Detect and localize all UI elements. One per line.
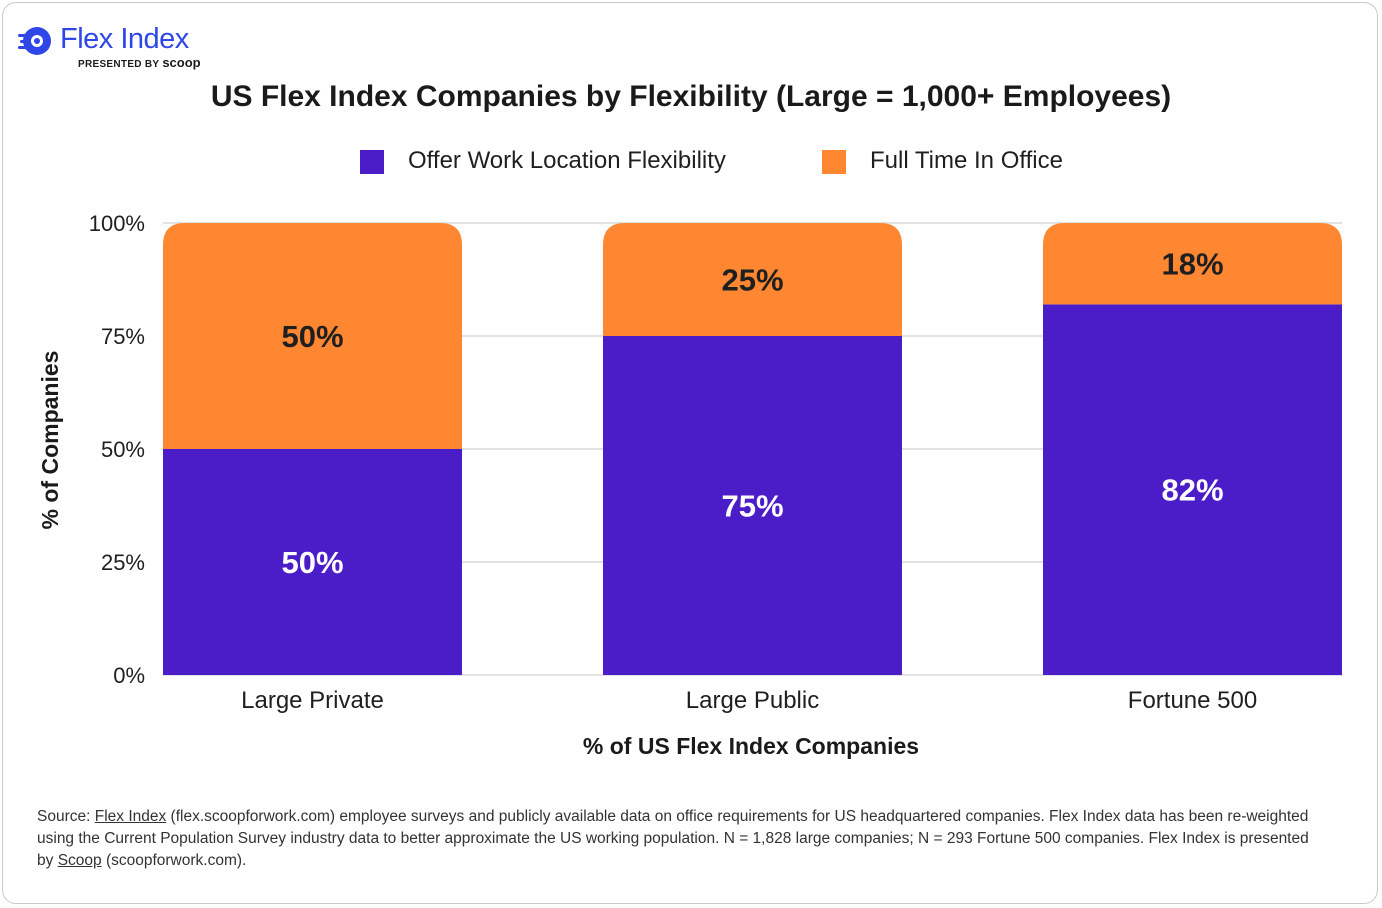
bar-segment (603, 223, 902, 336)
x-tick-label: Large Private (241, 687, 384, 714)
partner-name: scoop (162, 55, 201, 70)
legend-label-in-office: Full Time In Office (870, 147, 1063, 174)
data-label: 75% (721, 489, 783, 524)
source-note: Source: Flex Index (flex.scoopforwork.co… (37, 808, 1309, 869)
bar-segment (163, 223, 462, 449)
chart-title: US Flex Index Companies by Flexibility (… (210, 80, 1172, 113)
x-tick-label: Large Public (686, 687, 819, 714)
flex-index-logo-icon (18, 27, 51, 55)
legend-swatch-flexibility (360, 150, 384, 174)
data-label: 18% (1161, 247, 1223, 282)
y-tick-label: 50% (101, 437, 145, 462)
legend: Offer Work Location Flexibility Full Tim… (0, 146, 1382, 178)
brand-presented-by: PRESENTED BY scoop (78, 55, 201, 70)
bar-segment (1043, 304, 1342, 675)
bar-segment (1043, 223, 1342, 305)
legend-swatch-in-office (822, 150, 846, 174)
bar-segment (163, 449, 462, 675)
y-tick-label: 100% (89, 211, 145, 236)
data-label: 25% (721, 263, 783, 298)
brand-name: Flex Index (60, 23, 189, 55)
data-label: 50% (281, 545, 343, 580)
y-tick-label: 0% (113, 663, 145, 688)
x-axis-title: % of US Flex Index Companies (583, 733, 919, 759)
flex-index-link[interactable]: Flex Index (94, 808, 167, 825)
y-tick-label: 25% (101, 550, 145, 575)
y-axis-title: % of Companies (37, 351, 63, 530)
scoop-link[interactable]: Scoop (57, 852, 102, 869)
bar-segment (603, 336, 902, 675)
y-tick-label: 75% (101, 324, 145, 349)
data-label: 82% (1161, 473, 1223, 508)
legend-label-flexibility: Offer Work Location Flexibility (408, 147, 726, 174)
x-tick-label: Fortune 500 (1128, 687, 1257, 714)
flex-index-logo[interactable]: Flex Index PRESENTED BY scoop (18, 22, 218, 70)
data-label: 50% (281, 319, 343, 354)
